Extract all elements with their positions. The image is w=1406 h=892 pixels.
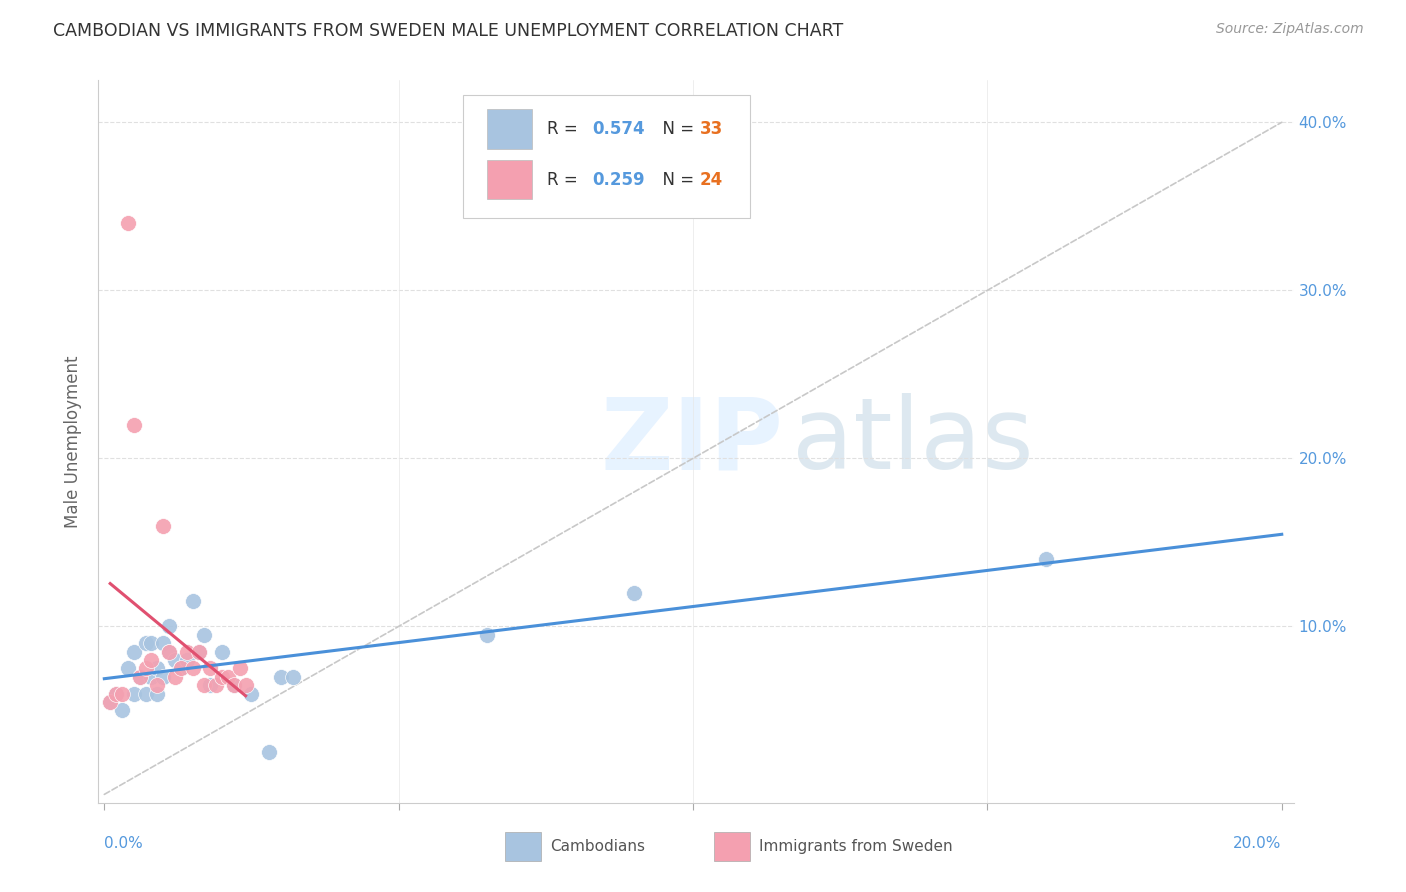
Point bbox=[281, 670, 304, 684]
Text: 0.574: 0.574 bbox=[592, 120, 644, 137]
Point bbox=[152, 670, 174, 684]
Point bbox=[134, 636, 156, 650]
Point bbox=[146, 678, 169, 692]
Point bbox=[623, 586, 645, 600]
Point bbox=[128, 670, 150, 684]
Point bbox=[270, 670, 292, 684]
Point bbox=[98, 695, 121, 709]
Point bbox=[1035, 552, 1057, 566]
Bar bbox=[714, 831, 749, 861]
Point bbox=[235, 678, 257, 692]
Point bbox=[217, 670, 239, 684]
FancyBboxPatch shape bbox=[463, 95, 749, 218]
Bar bbox=[486, 160, 533, 200]
Point bbox=[240, 687, 263, 701]
Point bbox=[222, 678, 245, 692]
Point bbox=[257, 745, 280, 759]
Y-axis label: Male Unemployment: Male Unemployment bbox=[65, 355, 83, 528]
Point bbox=[176, 644, 198, 658]
Point bbox=[170, 661, 193, 675]
Text: 0.259: 0.259 bbox=[592, 170, 644, 188]
Point bbox=[193, 678, 215, 692]
Text: R =: R = bbox=[547, 170, 582, 188]
Point bbox=[187, 644, 209, 658]
Point bbox=[200, 661, 222, 675]
Point bbox=[128, 670, 150, 684]
Text: 20.0%: 20.0% bbox=[1233, 837, 1282, 851]
Bar bbox=[505, 831, 541, 861]
Point bbox=[122, 644, 145, 658]
Point bbox=[117, 661, 139, 675]
Point bbox=[157, 644, 180, 658]
Point bbox=[134, 661, 156, 675]
Point bbox=[105, 687, 128, 701]
Point bbox=[163, 653, 186, 667]
Point bbox=[111, 703, 134, 717]
Point bbox=[134, 687, 156, 701]
Point bbox=[176, 653, 198, 667]
Point bbox=[187, 644, 209, 658]
Text: N =: N = bbox=[652, 170, 699, 188]
Point bbox=[157, 619, 180, 633]
Text: Source: ZipAtlas.com: Source: ZipAtlas.com bbox=[1216, 22, 1364, 37]
Point bbox=[163, 670, 186, 684]
Point bbox=[181, 594, 204, 608]
Point bbox=[205, 678, 228, 692]
Point bbox=[152, 636, 174, 650]
Text: Cambodians: Cambodians bbox=[550, 838, 645, 854]
Point bbox=[170, 661, 193, 675]
Point bbox=[141, 670, 163, 684]
Text: atlas: atlas bbox=[792, 393, 1033, 490]
Point bbox=[228, 661, 250, 675]
Text: R =: R = bbox=[547, 120, 582, 137]
Point bbox=[146, 687, 169, 701]
Point bbox=[222, 678, 245, 692]
Point bbox=[122, 687, 145, 701]
Point bbox=[141, 636, 163, 650]
Point bbox=[146, 661, 169, 675]
Point bbox=[117, 216, 139, 230]
Text: 0.0%: 0.0% bbox=[104, 837, 143, 851]
Text: ZIP: ZIP bbox=[600, 393, 783, 490]
Point bbox=[475, 628, 498, 642]
Text: Immigrants from Sweden: Immigrants from Sweden bbox=[759, 838, 953, 854]
Bar bbox=[486, 109, 533, 149]
Point bbox=[152, 518, 174, 533]
Point bbox=[157, 644, 180, 658]
Point bbox=[211, 670, 233, 684]
Point bbox=[211, 644, 233, 658]
Text: 33: 33 bbox=[700, 120, 723, 137]
Point bbox=[141, 653, 163, 667]
Text: 24: 24 bbox=[700, 170, 723, 188]
Point bbox=[181, 661, 204, 675]
Point bbox=[111, 687, 134, 701]
Point bbox=[105, 687, 128, 701]
Point bbox=[200, 678, 222, 692]
Text: CAMBODIAN VS IMMIGRANTS FROM SWEDEN MALE UNEMPLOYMENT CORRELATION CHART: CAMBODIAN VS IMMIGRANTS FROM SWEDEN MALE… bbox=[53, 22, 844, 40]
Point bbox=[122, 417, 145, 432]
Point bbox=[193, 628, 215, 642]
Point bbox=[98, 695, 121, 709]
Text: N =: N = bbox=[652, 120, 699, 137]
